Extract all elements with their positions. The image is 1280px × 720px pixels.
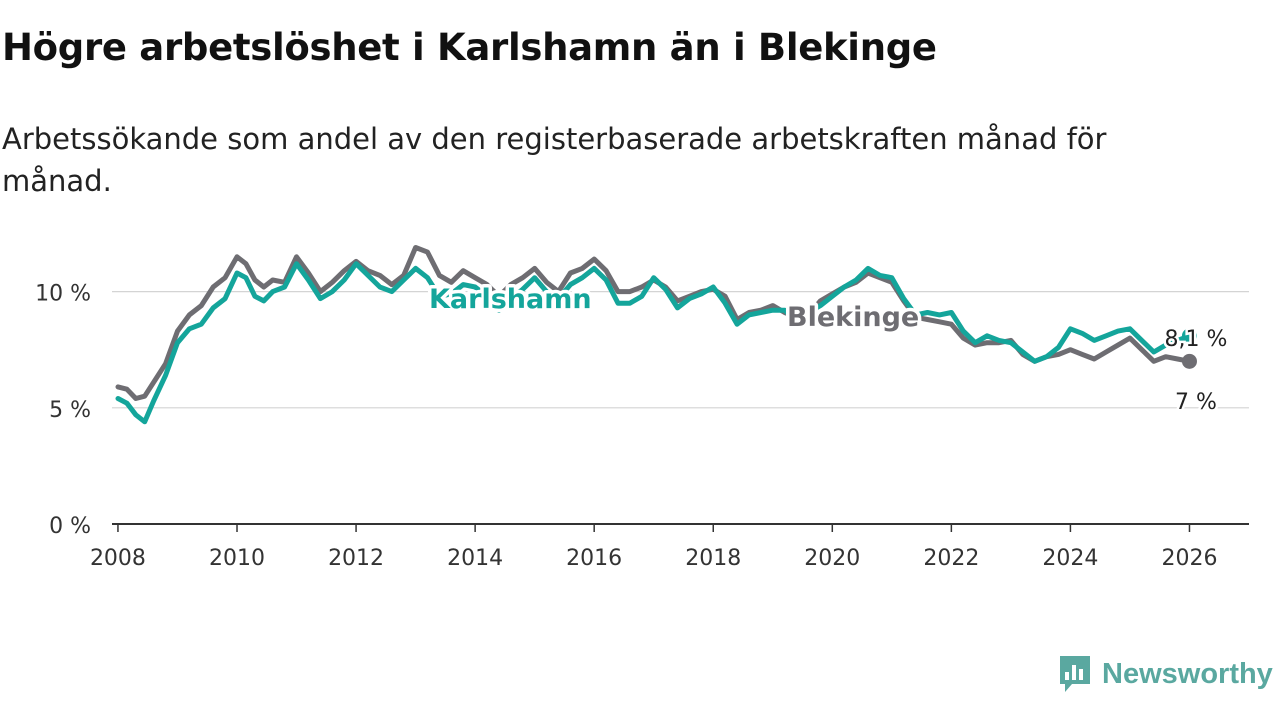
- series-line-karlshamn: [115, 261, 1192, 425]
- x-tick-label: 2018: [685, 546, 741, 571]
- x-tick-label: 2026: [1161, 546, 1217, 571]
- x-tick-label: 2010: [209, 546, 265, 571]
- series-label-blekinge: Blekinge: [787, 302, 919, 333]
- y-tick-label: 10 %: [35, 282, 91, 307]
- x-tick-label: 2014: [447, 546, 503, 571]
- x-tick-label: 2020: [804, 546, 860, 571]
- series-label-karlshamn: Karlshamn: [429, 284, 592, 315]
- x-tick-label: 2024: [1042, 546, 1098, 571]
- end-point-karlshamn: [1181, 328, 1197, 344]
- series-lines: [115, 245, 1197, 425]
- y-tick-label: 0 %: [49, 514, 91, 539]
- y-tick-label: 5 %: [49, 398, 91, 423]
- end-label-blekinge: 7 %: [1175, 390, 1217, 415]
- end-label-karlshamn: 8,1 %: [1165, 327, 1228, 352]
- newsworthy-brand: Newsworthy: [1058, 652, 1273, 696]
- brand-name: Newsworthy: [1102, 657, 1273, 690]
- x-axis: 2008 2010 2012 2014 2016 2018 2020 2022 2024 2026: [90, 523, 1249, 571]
- x-tick-label: 2016: [566, 546, 622, 571]
- chart-subtitle: Arbetssökande som andel av den registerb…: [2, 122, 1107, 198]
- newsworthy-logo-icon: [1060, 656, 1090, 692]
- x-tick-label: 2022: [923, 546, 979, 571]
- chart-title: Högre arbetslöshet i Karlshamn än i Blek…: [2, 26, 937, 69]
- series-line-blekinge: [115, 245, 1192, 401]
- x-tick-label: 2008: [90, 546, 146, 571]
- gridlines: 0 % 5 % 10 %: [35, 282, 1249, 539]
- end-point-blekinge: [1181, 353, 1197, 369]
- series-labels: Karlshamn Blekinge 8,1 % 7 %: [426, 281, 1230, 418]
- x-tick-label: 2012: [328, 546, 384, 571]
